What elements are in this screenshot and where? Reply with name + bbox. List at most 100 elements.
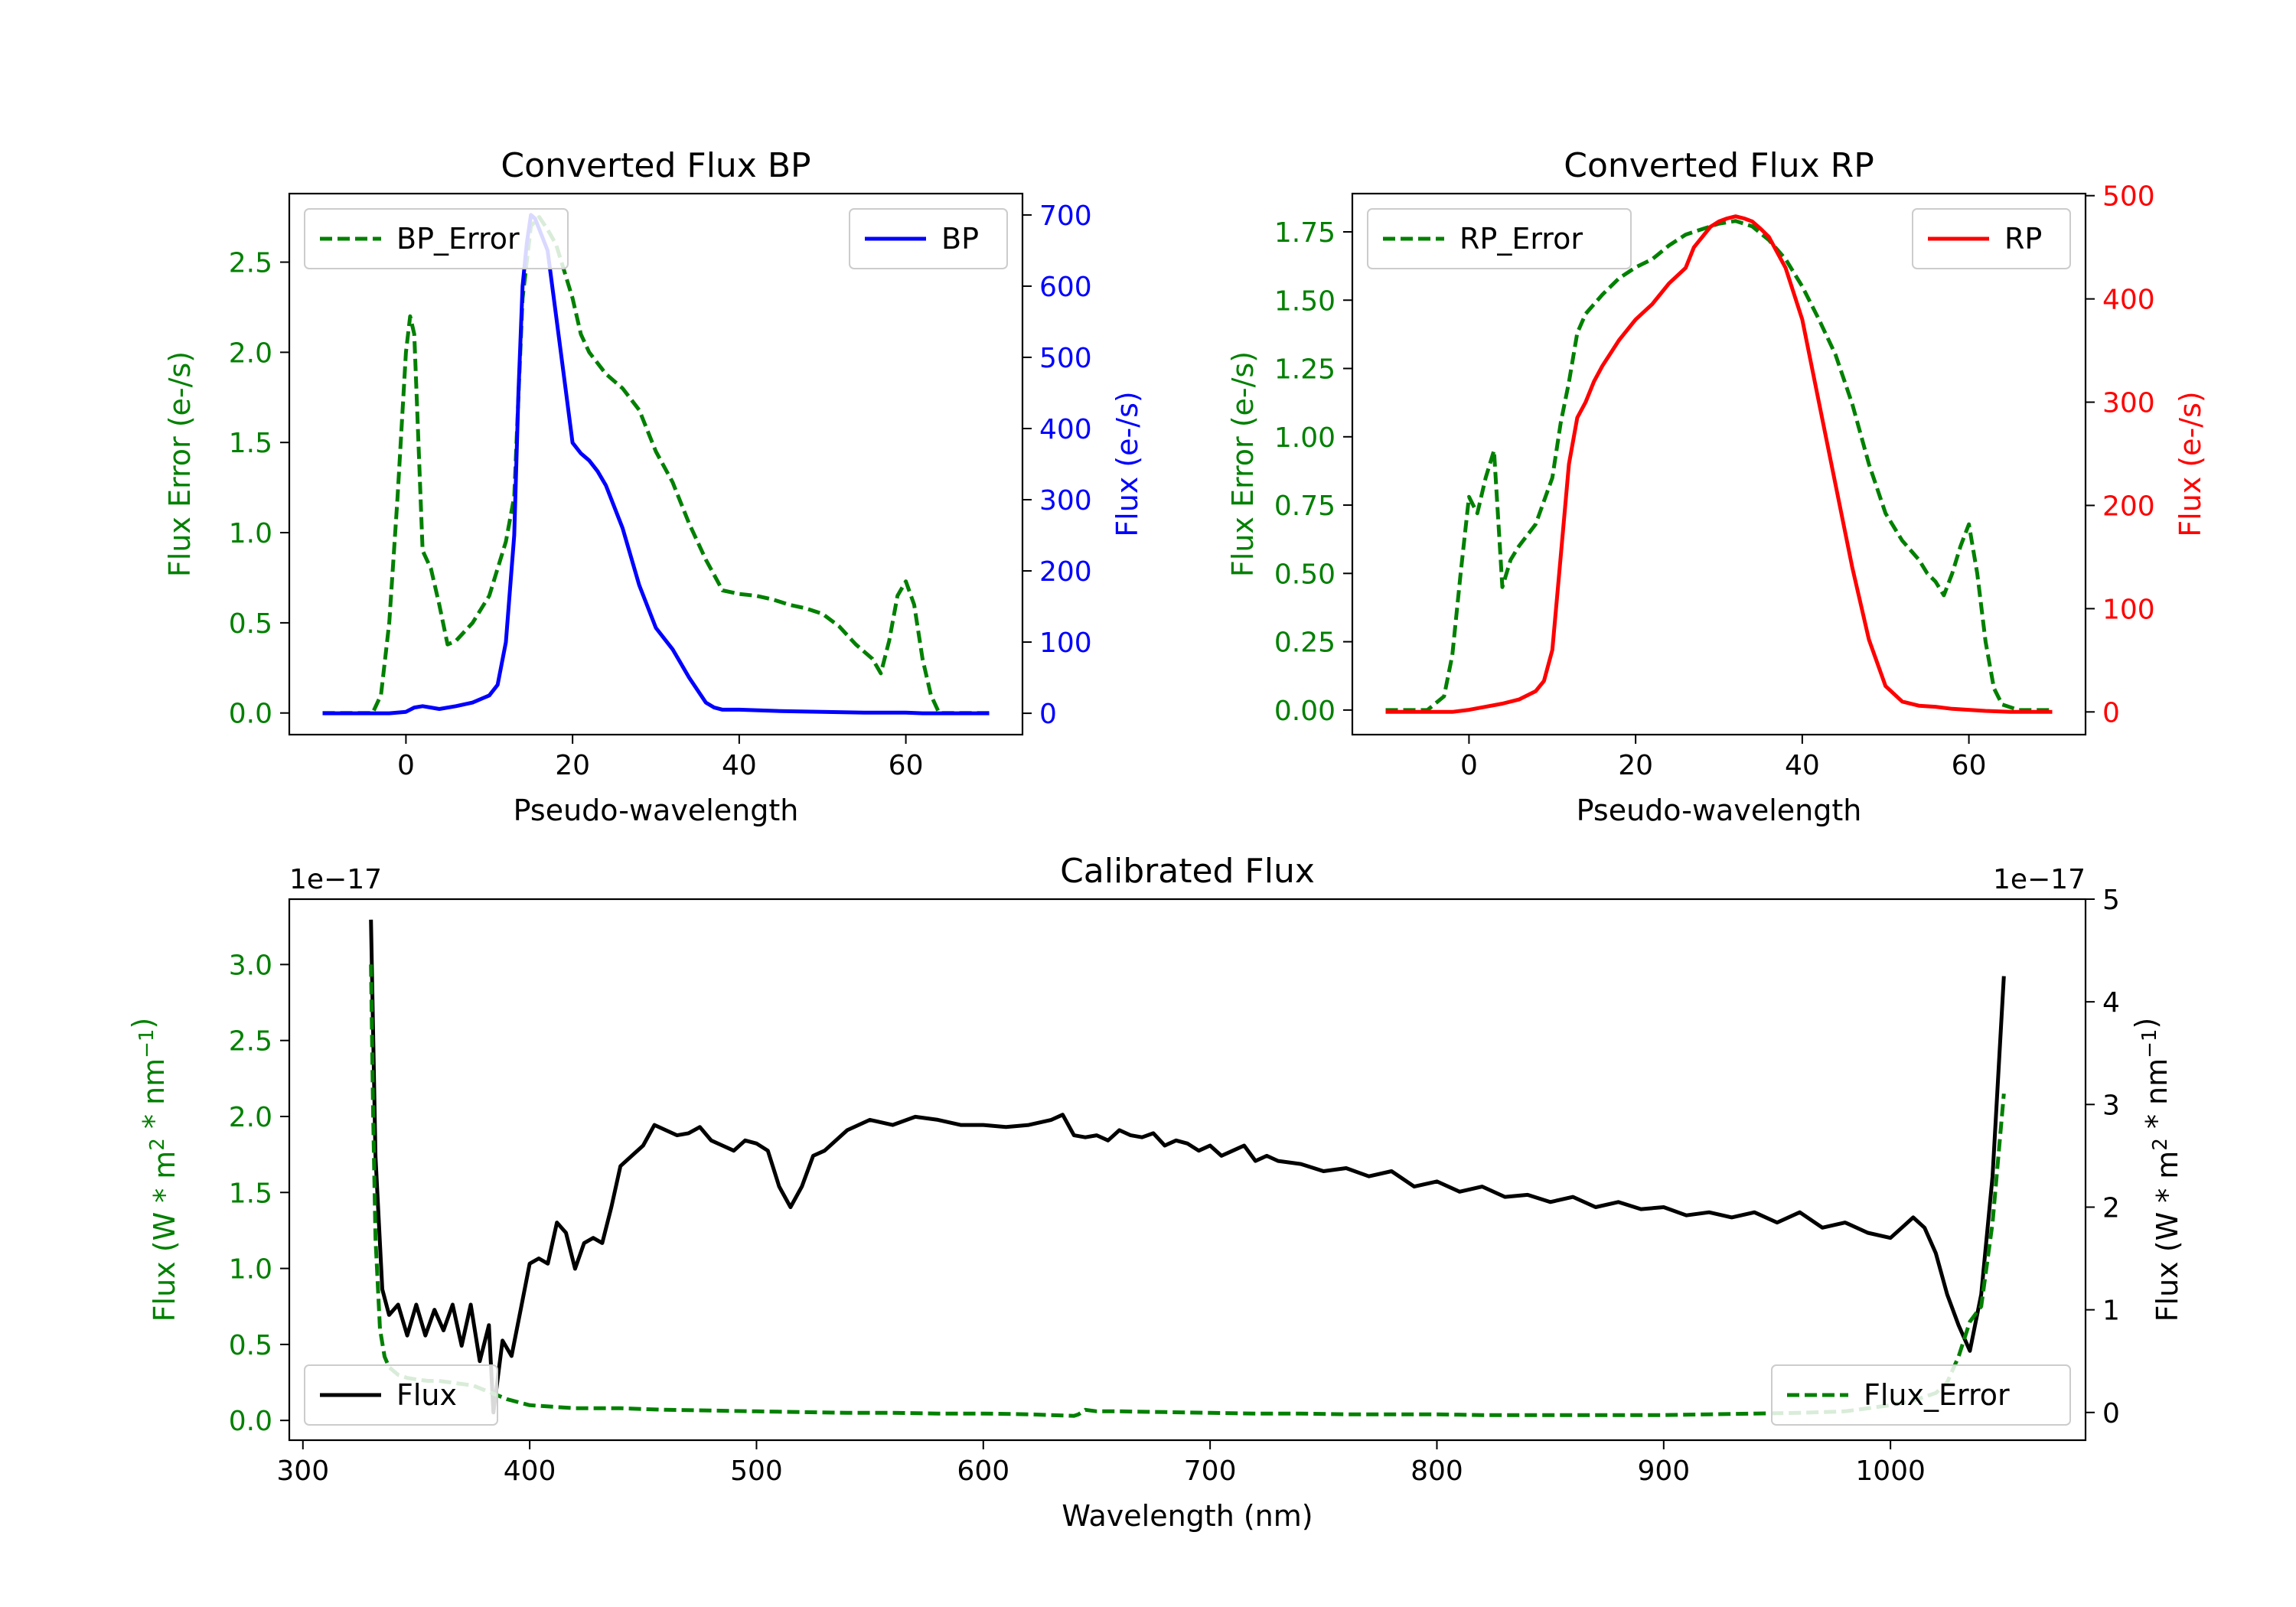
left-tick-label: 1.0 xyxy=(229,518,272,549)
chart-rp: Converted Flux RP 0 20 40 60 Pseudo-wavelengt… xyxy=(1226,146,2207,827)
x-tick-label: 20 xyxy=(1618,750,1653,781)
right-tick-label: 200 xyxy=(2102,491,2155,522)
right-tick-label: 4 xyxy=(2102,987,2120,1019)
legend-frame xyxy=(849,208,1008,269)
left-tick-label: 1.50 xyxy=(1274,285,1336,317)
legend-frame xyxy=(304,208,569,269)
right-tick-label: 3 xyxy=(2102,1090,2120,1121)
left-tick-label: 2.5 xyxy=(229,1026,272,1058)
left-tick-label: 3.0 xyxy=(229,950,272,981)
right-axis-label-part: * nm xyxy=(2140,1058,2174,1138)
series-line-bp_error xyxy=(322,215,990,715)
series-line-rp xyxy=(1385,214,2053,714)
right-tick-label: 2 xyxy=(2102,1192,2120,1224)
x-tick-label: 20 xyxy=(555,750,590,781)
right-tick-label: 100 xyxy=(1039,627,1092,659)
plot-frame xyxy=(1351,192,2087,736)
left-axis-label-part: −1 xyxy=(135,1029,158,1058)
chart_data.2-legend: Flux xyxy=(304,1364,498,1426)
plot-frame xyxy=(288,898,2087,1442)
left-tick-label: 0.5 xyxy=(229,1330,272,1361)
left-tick-label: 1.5 xyxy=(229,428,272,459)
right-tick-label: 0 xyxy=(2102,697,2120,729)
left-axis-label-part: * nm xyxy=(137,1058,171,1138)
left-tick-label: 1.0 xyxy=(229,1254,272,1286)
right-axis-label: Flux (e-/s) xyxy=(2174,391,2207,536)
right-tick-label: 500 xyxy=(1039,343,1092,374)
x-tick-label: 300 xyxy=(276,1455,329,1487)
legend-frame xyxy=(1367,208,1632,269)
left-axis-label: Flux (W * m2 * nm−1) xyxy=(126,1018,181,1322)
right-axis-label: Flux (e-/s) xyxy=(1110,391,1144,536)
right-tick-label: 0 xyxy=(1039,699,1057,730)
x-axis-label: Pseudo-wavelength xyxy=(1577,794,1862,827)
right-tick-label: 300 xyxy=(2102,388,2155,419)
left-tick-label: 0.50 xyxy=(1274,559,1336,590)
legend-frame xyxy=(1912,208,2071,269)
right-tick-label: 600 xyxy=(1039,272,1092,303)
x-axis-label: Pseudo-wavelength xyxy=(514,794,799,827)
right-axis-label-part: Flux (W * m xyxy=(2151,1151,2184,1322)
x-tick-label: 600 xyxy=(957,1455,1009,1487)
x-tick-label: 60 xyxy=(889,750,924,781)
left-tick-label: 1.5 xyxy=(229,1178,272,1209)
legend-frame xyxy=(1771,1364,2071,1426)
legend-label: BP_Error xyxy=(396,222,520,256)
chart-cal: Calibrated Flux 300 400 500 600 700 800 900 1000… xyxy=(126,852,2184,1533)
left-tick-label: 0.5 xyxy=(229,608,272,640)
chart_data.2-legend: Flux_Error xyxy=(1771,1364,2071,1426)
left-axis-label-part: 2 xyxy=(146,1138,169,1151)
x-tick-label: 0 xyxy=(397,750,415,781)
legend-label: RP xyxy=(2004,222,2042,256)
right-axis-label: Flux (W * m2 * nm−1) xyxy=(2129,1018,2184,1322)
right-tick-label: 500 xyxy=(2102,181,2155,213)
right-tick-label: 1 xyxy=(2102,1296,2120,1327)
right-tick-label: 100 xyxy=(2102,594,2155,625)
legend-label: RP_Error xyxy=(1459,222,1583,256)
x-tick-label: 40 xyxy=(722,750,757,781)
right-tick-label: 300 xyxy=(1039,485,1092,517)
left-tick-label: 0.00 xyxy=(1274,696,1336,727)
left-tick-label: 0.75 xyxy=(1274,491,1336,522)
chart_data.0-legend: BP xyxy=(849,208,1008,269)
chart-title: Calibrated Flux xyxy=(1060,852,1315,891)
left-tick-label: 0.0 xyxy=(229,699,272,730)
series-line-flux xyxy=(369,919,2006,1415)
x-tick-label: 500 xyxy=(730,1455,783,1487)
series-line-bp xyxy=(322,213,990,715)
right-axis-label-part: −1 xyxy=(2138,1029,2161,1058)
x-tick-label: 1000 xyxy=(1855,1455,1926,1487)
right-tick-label: 400 xyxy=(2102,285,2155,316)
x-tick-label: 700 xyxy=(1184,1455,1237,1487)
series-line-rp_error xyxy=(1385,219,2053,712)
chart_data.1-legend: RP_Error xyxy=(1367,208,1632,269)
left-axis-label: Flux Error (e-/s) xyxy=(163,351,197,577)
legend-label: Flux xyxy=(396,1378,457,1412)
right-tick-label: 700 xyxy=(1039,200,1092,232)
left-tick-label: 2.5 xyxy=(229,248,272,279)
chart_data.1-legend: RP xyxy=(1912,208,2071,269)
right-axis-label-part: 2 xyxy=(2149,1138,2172,1151)
left-tick-label: 1.75 xyxy=(1274,217,1336,249)
left-tick-label: 2.0 xyxy=(229,337,272,369)
left-tick-label: 0.25 xyxy=(1274,627,1336,659)
x-tick-label: 900 xyxy=(1637,1455,1690,1487)
left-axis-label-part: Flux (W * m xyxy=(148,1151,181,1322)
chart_data.0-legend: BP_Error xyxy=(304,208,569,269)
chart-title: Converted Flux BP xyxy=(501,146,810,185)
x-tick-label: 0 xyxy=(1460,750,1478,781)
right-tick-label: 0 xyxy=(2102,1398,2120,1429)
left-tick-label: 2.0 xyxy=(229,1102,272,1133)
legend-label: Flux_Error xyxy=(1864,1378,2010,1412)
right-tick-label: 200 xyxy=(1039,556,1092,588)
chart-bp: Converted Flux BP 0 20 40 60 Pseudo-wavelengt… xyxy=(163,146,1144,827)
left-tick-label: 1.00 xyxy=(1274,422,1336,454)
legend-label: BP xyxy=(941,222,979,256)
left-axis-label-part: ) xyxy=(126,1018,160,1029)
x-tick-label: 60 xyxy=(1952,750,1987,781)
chart-title: Converted Flux RP xyxy=(1564,146,1874,185)
left-tick-label: 1.25 xyxy=(1274,354,1336,386)
x-axis-label: Wavelength (nm) xyxy=(1062,1499,1313,1533)
right-axis-label-part: ) xyxy=(2129,1018,2163,1029)
